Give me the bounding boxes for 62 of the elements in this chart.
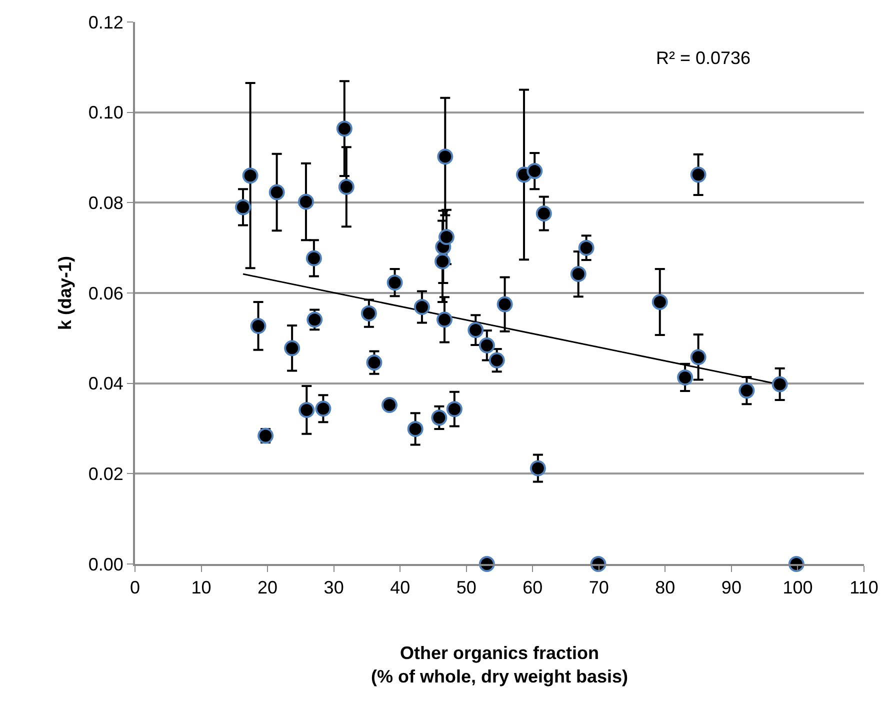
x-tick-label: 20: [258, 578, 278, 598]
point: [446, 401, 462, 418]
x-tick-label: 50: [456, 578, 476, 598]
x-tick-label: 0: [130, 578, 140, 598]
x-tick-label: 30: [324, 578, 344, 598]
point: [488, 352, 505, 368]
x-tick-label: 40: [390, 578, 410, 598]
point: [336, 120, 352, 137]
point: [468, 322, 484, 338]
point: [306, 312, 323, 328]
point: [438, 228, 454, 245]
point: [298, 194, 314, 210]
y-tick-label: 0.12: [88, 12, 124, 32]
x-tick-label: 110: [850, 578, 878, 598]
x-tick-label: 70: [588, 578, 609, 598]
point: [306, 250, 322, 266]
x-tick-label: 90: [721, 578, 742, 598]
point: [677, 369, 694, 386]
x-axis-title: Other organics fraction (% of whole, dry weight basis): [370, 643, 628, 687]
point: [437, 148, 454, 165]
point: [436, 312, 452, 328]
point: [250, 318, 266, 334]
point: [235, 199, 252, 216]
y-tick-label: 0.06: [88, 283, 124, 304]
point: [431, 410, 448, 426]
point: [690, 349, 706, 366]
y-tick-label: 0.08: [88, 192, 124, 213]
point: [386, 274, 403, 291]
point: [738, 382, 755, 399]
point: [366, 354, 382, 371]
point: [268, 184, 285, 200]
point: [360, 305, 377, 322]
point: [652, 294, 668, 310]
point: [570, 266, 586, 282]
point: [407, 420, 424, 437]
point: [284, 340, 300, 356]
point: [298, 402, 315, 418]
point: [772, 376, 788, 392]
x-tick-label: 80: [655, 578, 676, 598]
point: [478, 337, 495, 354]
point: [315, 400, 332, 417]
x-tick-label: 100: [782, 578, 813, 598]
y-tick-label: 0.00: [88, 554, 124, 574]
point: [578, 240, 594, 256]
y-tick-label: 0.04: [88, 374, 124, 394]
y-axis-title: k (day-1): [55, 256, 76, 330]
point: [690, 166, 706, 183]
y-tick-label: 0.10: [88, 102, 124, 123]
point: [381, 397, 398, 414]
x-tick-label: 60: [522, 578, 543, 598]
point: [496, 296, 513, 312]
point: [478, 556, 495, 572]
point: [526, 163, 543, 180]
y-tick-label: 0.02: [88, 464, 124, 484]
annotation: R² = 0.0736: [656, 48, 751, 68]
point: [530, 460, 546, 476]
x-tick-label: 10: [191, 578, 212, 598]
point: [338, 178, 354, 195]
point: [536, 206, 552, 222]
point: [414, 299, 430, 315]
point: [434, 253, 451, 270]
point: [242, 168, 258, 184]
